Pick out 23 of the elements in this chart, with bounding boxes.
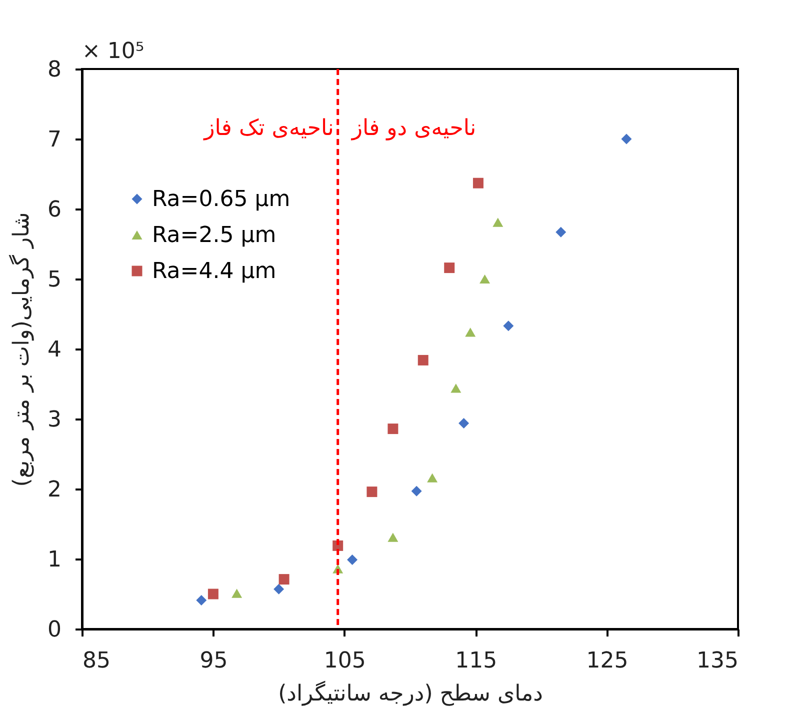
y-tick-label: 8 <box>48 58 62 82</box>
legend-label: Ra=0.65 µm <box>152 187 290 212</box>
annotation: ناحیه‌ی تک فاز <box>203 116 334 141</box>
x-axis-title: دمای سطح (درجه سانتیگراد) <box>278 680 543 706</box>
legend-label: Ra=2.5 µm <box>152 223 276 248</box>
x-tick-label: 85 <box>82 648 110 674</box>
y-tick-label: 7 <box>48 128 62 152</box>
y-tick-label: 3 <box>48 408 62 432</box>
y-tick-label: 4 <box>48 338 62 362</box>
y-tick-label: 0 <box>48 618 62 642</box>
annotation: ناحیه‌ی دو فاز <box>350 116 476 141</box>
y-tick-label: 5 <box>48 268 62 292</box>
y-axis-title: شار گرمایی(وات بر متر مربع) <box>8 212 35 487</box>
text: × 10⁵ <box>82 39 144 64</box>
y-tick-label: 6 <box>48 198 62 222</box>
y-tick-label: 2 <box>48 478 62 502</box>
x-tick-label: 115 <box>455 648 498 674</box>
legend-label: Ra=4.4 µm <box>152 259 276 284</box>
x-tick-label: 105 <box>324 648 366 674</box>
y-tick-label: 1 <box>48 548 62 572</box>
x-tick-label: 125 <box>586 648 628 674</box>
x-tick-label: 135 <box>696 648 738 674</box>
x-tick-label: 95 <box>200 648 228 674</box>
